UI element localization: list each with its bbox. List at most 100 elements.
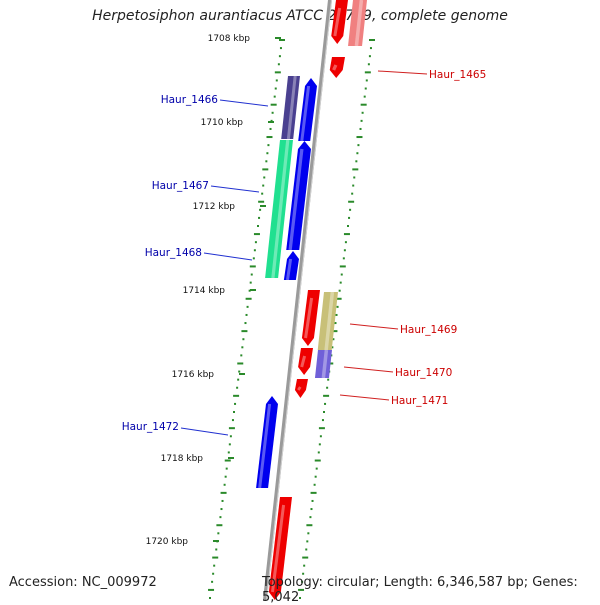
ruler-dot-left (273, 95, 276, 98)
ruler-dot-right (335, 313, 338, 316)
ruler-dot-right (318, 443, 321, 446)
backbone-line (263, 0, 332, 600)
ruler-dot-right (359, 127, 362, 130)
ruler-dot-right (344, 241, 347, 244)
ruler-dot-right (309, 516, 312, 519)
ruler-dot-right (343, 233, 350, 236)
gene-label-haur_1466[interactable]: Haur_1466 (161, 94, 219, 106)
gene-leader-line (180, 427, 229, 436)
ruler-label: 1718 kbp (161, 454, 204, 464)
gene-haur_1467-arrow[interactable] (286, 141, 311, 251)
gene-haur_1464-arrow[interactable] (331, 0, 348, 44)
gene-leader-line (219, 99, 269, 107)
ruler-dot-right (352, 184, 355, 187)
ruler-dot-right (356, 136, 363, 139)
ruler-dot-left (250, 273, 253, 276)
ruler-dot-left (241, 346, 244, 349)
gene-label-haur_1469[interactable]: Haur_1469 (400, 324, 457, 336)
ruler-dot-right (349, 208, 352, 211)
gene-label-haur_1467[interactable]: Haur_1467 (152, 180, 209, 192)
gene-haur_1470-arrow[interactable] (298, 348, 313, 375)
gene-label-haur_1465[interactable]: Haur_1465 (429, 69, 486, 81)
ruler-dot-left (236, 386, 239, 389)
ruler-dot-left (228, 427, 235, 430)
ruler-dot-left (238, 370, 241, 373)
gene-haur_1471-arrow[interactable] (294, 379, 308, 398)
gene-label-haur_1471[interactable]: Haur_1471 (391, 395, 448, 407)
ruler-dot-right (338, 289, 341, 292)
ruler-dot-left (233, 411, 235, 413)
ruler-dot-right (336, 305, 339, 308)
ruler-dot-right (360, 119, 363, 122)
gene-leader-line (210, 185, 260, 193)
ruler-dot-right (339, 281, 342, 284)
ruler-dot-left (213, 564, 216, 567)
ruler-dot-right (364, 71, 371, 74)
ruler-dot-left (274, 71, 281, 74)
ruler-dot-right (332, 338, 335, 341)
ruler-dot-right (299, 597, 301, 599)
ruler-dot-right (311, 499, 314, 502)
ruler-dot-left (277, 63, 280, 66)
gene-leader-line (343, 366, 394, 373)
gene-haur_1472-arrow[interactable] (256, 396, 278, 489)
gene-haur_1473-arrow[interactable] (268, 497, 292, 600)
ruler-dot-right (348, 216, 351, 219)
gene-haur_1466-arrow[interactable] (298, 78, 317, 142)
ruler-dot-right (303, 564, 306, 567)
ruler-dot-right (368, 55, 371, 58)
ruler-dot-left (223, 483, 226, 486)
genome-summary: Topology: circular; Length: 6,346,587 bp… (262, 575, 578, 605)
ruler-dot-right (360, 103, 367, 106)
ruler-dot-right (356, 152, 359, 155)
ruler-dot-right (306, 540, 309, 543)
gene-haur_1469-bar[interactable] (317, 291, 338, 351)
gene-haur_1469-arrow[interactable] (301, 290, 320, 346)
gene-haur_1468-arrow[interactable] (283, 251, 299, 281)
ruler-dot-right (302, 556, 309, 559)
ruler-dot-left (234, 402, 237, 405)
ruler-dot-right (317, 451, 320, 454)
ruler-dot-right (339, 265, 346, 268)
gene-leader-line (377, 70, 428, 75)
ruler-tick (228, 457, 234, 459)
gene-haur_1470-bar[interactable] (314, 349, 332, 379)
ruler-tick (250, 289, 256, 291)
ruler-dot-right (334, 322, 337, 325)
ruler-dot-left (244, 322, 247, 325)
gene-label-haur_1472[interactable]: Haur_1472 (122, 421, 179, 433)
ruler-dot-left (275, 79, 278, 82)
ruler-dot-right (302, 572, 305, 575)
ruler-dot-right (342, 257, 345, 260)
gene-label-haur_1468[interactable]: Haur_1468 (145, 247, 202, 259)
ruler-dot-left (237, 378, 240, 381)
ruler-dot-right (355, 160, 358, 163)
gene-haur_1466-bar[interactable] (281, 75, 300, 140)
ruler-dot-left (257, 225, 259, 227)
ruler-dot-left (266, 136, 273, 139)
ruler-dot-left (225, 467, 228, 470)
ruler-dot-left (208, 588, 215, 591)
ruler-dot-left (242, 338, 245, 341)
ruler-dot-left (262, 168, 269, 171)
ruler-dot-right (319, 435, 322, 438)
ruler-dot-right (306, 524, 313, 527)
ruler-label: 1712 kbp (193, 202, 236, 212)
ruler-dot-left (262, 184, 265, 187)
ruler-dot-right (324, 402, 327, 405)
ruler-dot-left (224, 459, 231, 462)
ruler-dot-left (258, 200, 265, 203)
ruler-tick (239, 373, 245, 375)
ruler-dot-right (301, 580, 304, 583)
ruler-label: 1714 kbp (183, 286, 226, 296)
gene-haur_1465-arrow[interactable] (329, 57, 345, 78)
ruler-dot-left (246, 305, 249, 308)
ruler-dot-left (231, 419, 234, 422)
ruler-dot-left (212, 556, 219, 559)
gene-label-haur_1470[interactable]: Haur_1470 (395, 367, 452, 379)
ruler-dot-left (249, 281, 252, 284)
ruler-dot-right (314, 459, 321, 462)
ruler-dot-left (278, 55, 281, 58)
gene-haur_1465-bar[interactable] (348, 0, 367, 47)
gene-haur_1467-bar[interactable] (265, 139, 293, 279)
